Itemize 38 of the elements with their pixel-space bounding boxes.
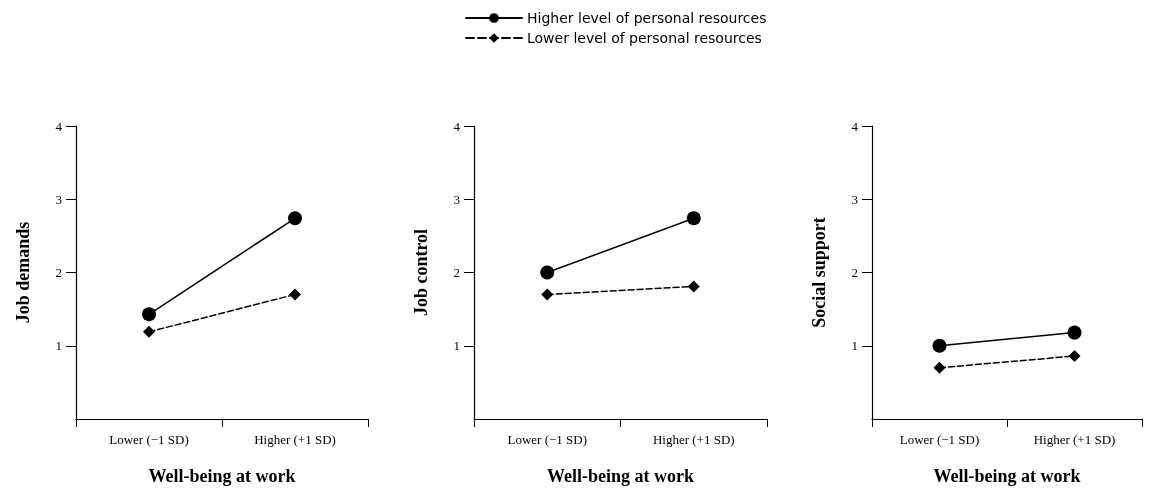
y-tick-label: 1 bbox=[851, 338, 858, 354]
point bbox=[1068, 350, 1081, 363]
y-tick-label: 3 bbox=[55, 191, 62, 207]
x-tick-label: Higher (+1 SD) bbox=[1033, 432, 1116, 447]
y-axis-title: Job demands bbox=[13, 221, 33, 324]
x-tick-label: Higher (+1 SD) bbox=[652, 432, 735, 447]
y-tick-label: 2 bbox=[851, 265, 858, 280]
x-tick-label: Lower (−1 SD) bbox=[507, 432, 588, 447]
x-axis-title: Well-being at work bbox=[547, 466, 694, 486]
y-axis-title: Job control bbox=[411, 228, 431, 317]
point bbox=[541, 288, 554, 301]
x-axis-title: Well-being at work bbox=[148, 466, 296, 486]
x-tick-label: Lower (−1 SD) bbox=[109, 432, 189, 447]
point bbox=[289, 288, 301, 301]
point bbox=[1067, 325, 1082, 340]
y-tick-label: 4 bbox=[55, 118, 63, 134]
y-tick-label: 4 bbox=[453, 118, 461, 134]
point bbox=[143, 325, 155, 338]
point bbox=[686, 211, 701, 226]
y-tick-label: 3 bbox=[851, 191, 858, 207]
point bbox=[932, 338, 947, 353]
y-tick-label: 1 bbox=[55, 338, 62, 354]
y-tick-label: 1 bbox=[453, 338, 460, 354]
y-tick-label: 2 bbox=[55, 265, 62, 280]
y-axis-title: Social support bbox=[809, 217, 829, 328]
y-tick-label: 2 bbox=[453, 265, 460, 280]
x-axis-title: Well-being at work bbox=[933, 466, 1081, 486]
point bbox=[288, 211, 302, 226]
x-tick-label: Lower (−1 SD) bbox=[899, 432, 980, 447]
y-tick-label: 3 bbox=[453, 191, 460, 207]
point bbox=[687, 280, 700, 293]
point bbox=[933, 361, 946, 374]
y-tick-label: 4 bbox=[851, 118, 859, 134]
point bbox=[142, 307, 156, 322]
legend-label: Higher level of personal resources bbox=[527, 10, 767, 26]
x-tick-label: Higher (+1 SD) bbox=[254, 432, 336, 447]
point bbox=[540, 265, 555, 280]
legend-label: Lower level of personal resources bbox=[527, 30, 762, 46]
